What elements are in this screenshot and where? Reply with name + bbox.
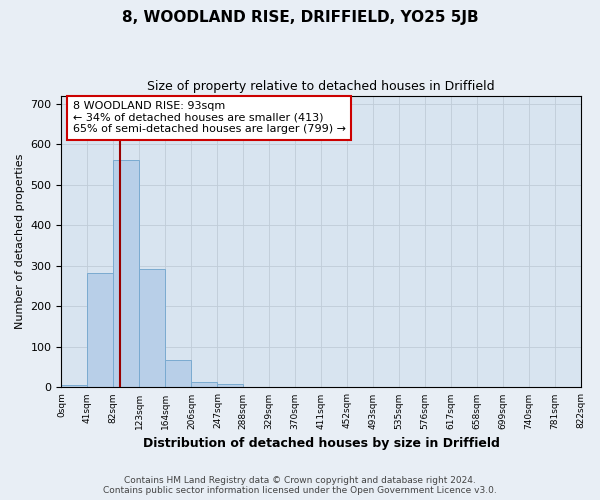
Text: 8 WOODLAND RISE: 93sqm
← 34% of detached houses are smaller (413)
65% of semi-de: 8 WOODLAND RISE: 93sqm ← 34% of detached… bbox=[73, 101, 346, 134]
Bar bbox=[61, 384, 87, 388]
Text: 8, WOODLAND RISE, DRIFFIELD, YO25 5JB: 8, WOODLAND RISE, DRIFFIELD, YO25 5JB bbox=[122, 10, 478, 25]
X-axis label: Distribution of detached houses by size in Driffield: Distribution of detached houses by size … bbox=[143, 437, 499, 450]
Text: Contains HM Land Registry data © Crown copyright and database right 2024.
Contai: Contains HM Land Registry data © Crown c… bbox=[103, 476, 497, 495]
Bar bbox=[191, 382, 217, 388]
Bar bbox=[87, 272, 113, 388]
Bar bbox=[139, 268, 165, 388]
Title: Size of property relative to detached houses in Driffield: Size of property relative to detached ho… bbox=[147, 80, 495, 93]
Bar bbox=[165, 360, 191, 388]
Y-axis label: Number of detached properties: Number of detached properties bbox=[15, 154, 25, 329]
Bar bbox=[113, 160, 139, 388]
Bar bbox=[217, 384, 243, 388]
